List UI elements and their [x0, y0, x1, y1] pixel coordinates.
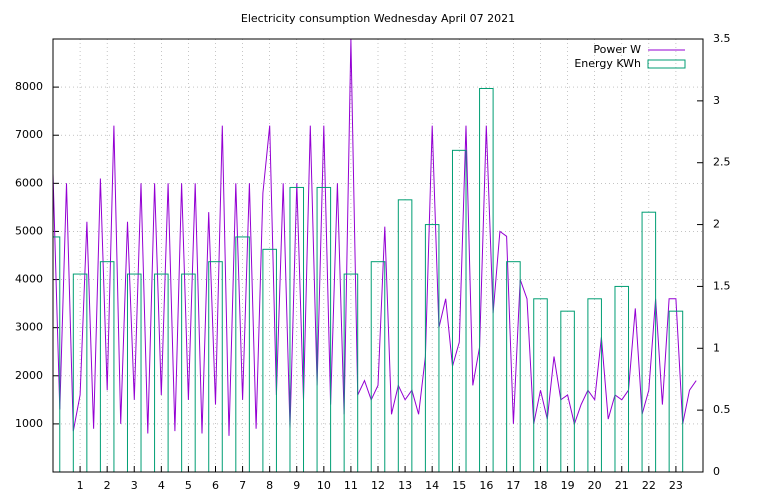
x-tick-label: 10: [317, 479, 331, 492]
energy-box: [235, 236, 250, 472]
x-tick-label: 14: [425, 479, 439, 492]
y-tick-label: 2000: [15, 369, 43, 382]
x-tick-label: 12: [371, 479, 385, 492]
x-tick-label: 20: [588, 479, 602, 492]
energy-box: [262, 248, 277, 472]
x-tick-label: 19: [561, 479, 575, 492]
x-tick-label: 8: [266, 479, 273, 492]
x-tick-label: 18: [534, 479, 548, 492]
plot-border: [52, 38, 704, 473]
energy-box: [99, 261, 115, 472]
x-tick-label: 5: [185, 479, 192, 492]
energy-box: [479, 87, 494, 472]
x-tick-label: 15: [452, 479, 466, 492]
legend-label: Power W: [593, 43, 641, 56]
x-tick-label: 2: [104, 479, 111, 492]
y2-tick-label: 0: [713, 465, 720, 478]
y-tick-label: 6000: [15, 176, 43, 189]
y-tick-label: 1000: [15, 417, 43, 430]
x-tick-label: 22: [642, 479, 656, 492]
x-tick-label: 6: [212, 479, 219, 492]
energy-box: [587, 298, 602, 472]
x-tick-label: 11: [344, 479, 358, 492]
y2-tick-label: 2.5: [713, 156, 731, 169]
power-line: [53, 39, 697, 436]
x-tick-label: 17: [506, 479, 520, 492]
y2-tick-label: 3.5: [713, 32, 731, 45]
y2-tick-label: 2: [713, 218, 720, 231]
legend-swatch: [647, 59, 686, 69]
x-tick-label: 7: [239, 479, 246, 492]
x-tick-label: 4: [158, 479, 165, 492]
y2-tick-label: 1.5: [713, 279, 731, 292]
chart-title: Electricity consumption Wednesday April …: [241, 12, 515, 25]
y-tick-label: 8000: [15, 80, 43, 93]
x-tick-label: 23: [669, 479, 683, 492]
y2-tick-label: 3: [713, 94, 720, 107]
y-tick-label: 4000: [15, 273, 43, 286]
y-tick-label: 7000: [15, 128, 43, 141]
x-tick-label: 16: [479, 479, 493, 492]
x-tick-label: 1: [77, 479, 84, 492]
y2-tick-label: 1: [713, 341, 720, 354]
energy-box: [533, 298, 548, 472]
energy-box: [424, 224, 440, 472]
x-tick-label: 9: [293, 479, 300, 492]
legend-label: Energy KWh: [574, 57, 641, 70]
x-tick-label: 21: [615, 479, 629, 492]
y-tick-label: 5000: [15, 224, 43, 237]
x-tick-label: 3: [131, 479, 138, 492]
energy-box: [208, 261, 223, 472]
x-tick-label: 13: [398, 479, 412, 492]
energy-box: [370, 261, 386, 472]
y-tick-label: 3000: [15, 321, 43, 334]
y2-tick-label: 0.5: [713, 403, 731, 416]
plot-area: [53, 39, 697, 472]
